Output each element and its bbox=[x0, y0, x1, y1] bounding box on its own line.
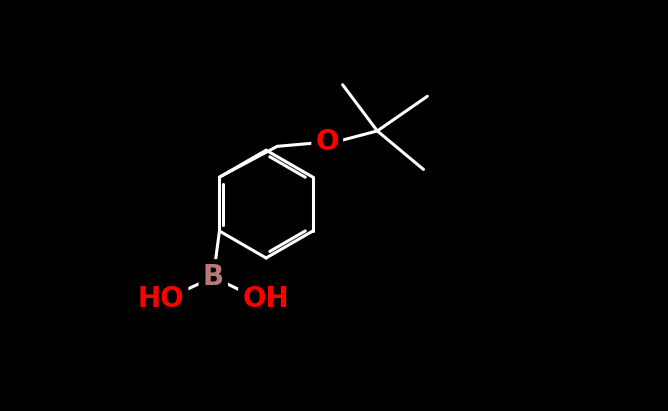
Text: HO: HO bbox=[138, 285, 184, 313]
Text: B: B bbox=[202, 263, 224, 291]
Text: O: O bbox=[315, 129, 339, 157]
Text: OH: OH bbox=[242, 285, 289, 313]
